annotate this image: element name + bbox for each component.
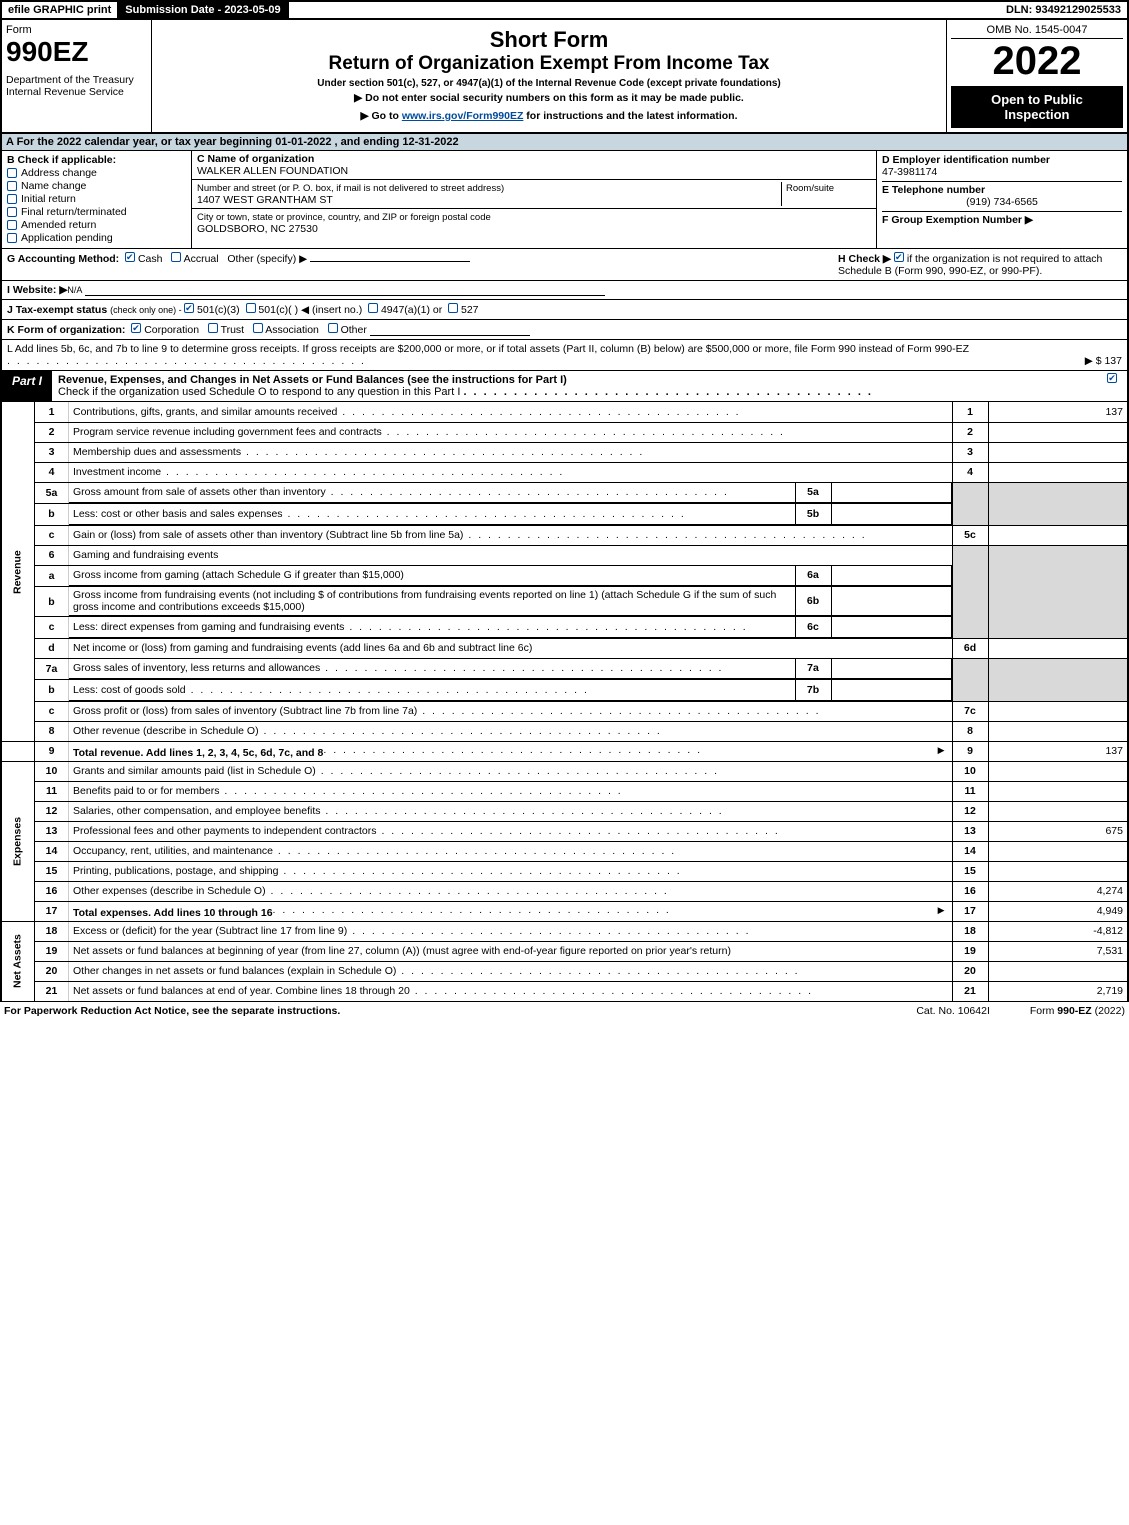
row-k-org-form: K Form of organization: Corporation Trus… (0, 320, 1129, 340)
dept-treasury: Department of the Treasury Internal Reve… (6, 74, 147, 98)
subtitle: Under section 501(c), 527, or 4947(a)(1)… (317, 78, 780, 89)
chk-initial-return[interactable] (7, 194, 17, 204)
line-21-value: 2,719 (988, 981, 1128, 1001)
chk-501c[interactable] (246, 303, 256, 313)
telephone: (919) 734-6565 (882, 196, 1122, 208)
part-i-header: Part I Revenue, Expenses, and Changes in… (0, 371, 1129, 402)
row-i-website: I Website: ▶N/A (0, 281, 1129, 300)
org-city: GOLDSBORO, NC 27530 (197, 223, 318, 235)
column-d-ids: D Employer identification number 47-3981… (877, 151, 1127, 248)
vlabel-revenue: Revenue (1, 402, 35, 741)
row-l-gross-receipts: L Add lines 5b, 6c, and 7b to line 9 to … (0, 340, 1129, 371)
website-value: N/A (67, 285, 82, 295)
line-9-value: 137 (988, 741, 1128, 761)
form-word: Form (6, 24, 147, 36)
row-j-tax-status: J Tax-exempt status (check only one) - 5… (0, 300, 1129, 320)
chk-527[interactable] (448, 303, 458, 313)
row-g-h: G Accounting Method: Cash Accrual Other … (0, 249, 1129, 281)
open-to-public: Open to Public Inspection (951, 86, 1123, 128)
cat-no: Cat. No. 10642I (916, 1005, 990, 1017)
column-c-org: C Name of organization WALKER ALLEN FOUN… (192, 151, 877, 248)
chk-other-org[interactable] (328, 323, 338, 333)
part-i-table: Revenue 1Contributions, gifts, grants, a… (0, 402, 1129, 1002)
vlabel-expenses: Expenses (1, 761, 35, 921)
submission-date: Submission Date - 2023-05-09 (119, 2, 288, 18)
short-form-title: Short Form (490, 27, 609, 53)
chk-association[interactable] (253, 323, 263, 333)
form-number: 990EZ (6, 36, 147, 68)
chk-schedule-b-not-required[interactable] (894, 252, 904, 262)
note-ssn: ▶ Do not enter social security numbers o… (354, 92, 744, 104)
part-i-tag: Part I (2, 371, 52, 401)
chk-cash[interactable] (125, 252, 135, 262)
line-13-value: 675 (988, 821, 1128, 841)
irs-link[interactable]: www.irs.gov/Form990EZ (402, 110, 524, 122)
top-bar: efile GRAPHIC print Submission Date - 20… (0, 0, 1129, 20)
ein: 47-3981174 (882, 166, 937, 178)
chk-501c3[interactable] (184, 303, 194, 313)
chk-trust[interactable] (208, 323, 218, 333)
line-19-value: 7,531 (988, 941, 1128, 961)
page-footer: For Paperwork Reduction Act Notice, see … (0, 1002, 1129, 1020)
tax-year: 2022 (951, 39, 1123, 84)
org-name: WALKER ALLEN FOUNDATION (197, 165, 348, 177)
chk-schedule-o-part-i[interactable] (1107, 373, 1117, 383)
chk-amended-return[interactable] (7, 220, 17, 230)
chk-accrual[interactable] (171, 252, 181, 262)
chk-4947[interactable] (368, 303, 378, 313)
chk-corporation[interactable] (131, 323, 141, 333)
chk-application-pending[interactable] (7, 233, 17, 243)
chk-address-change[interactable] (7, 168, 17, 178)
line-16-value: 4,274 (988, 881, 1128, 901)
org-info-block: B Check if applicable: Address change Na… (0, 151, 1129, 249)
line-17-value: 4,949 (988, 901, 1128, 921)
org-street: 1407 WEST GRANTHAM ST (197, 194, 333, 206)
omb-no: OMB No. 1545-0047 (951, 24, 1123, 39)
column-b-checks: B Check if applicable: Address change Na… (2, 151, 192, 248)
line-1-value: 137 (988, 402, 1128, 422)
return-title: Return of Organization Exempt From Incom… (329, 53, 770, 75)
form-header: Form 990EZ Department of the Treasury In… (0, 20, 1129, 134)
vlabel-net-assets: Net Assets (1, 921, 35, 1001)
group-exemption-lbl: F Group Exemption Number ▶ (882, 214, 1033, 226)
line-18-value: -4,812 (988, 921, 1128, 941)
chk-name-change[interactable] (7, 181, 17, 191)
dln: DLN: 93492129025533 (1000, 2, 1127, 18)
gross-receipts-amount: ▶ $ 137 (1085, 355, 1122, 367)
note-link: ▶ Go to www.irs.gov/Form990EZ for instru… (361, 110, 738, 122)
section-a-period: A For the 2022 calendar year, or tax yea… (0, 134, 1129, 151)
chk-final-return[interactable] (7, 207, 17, 217)
efile-print[interactable]: efile GRAPHIC print (2, 2, 119, 18)
